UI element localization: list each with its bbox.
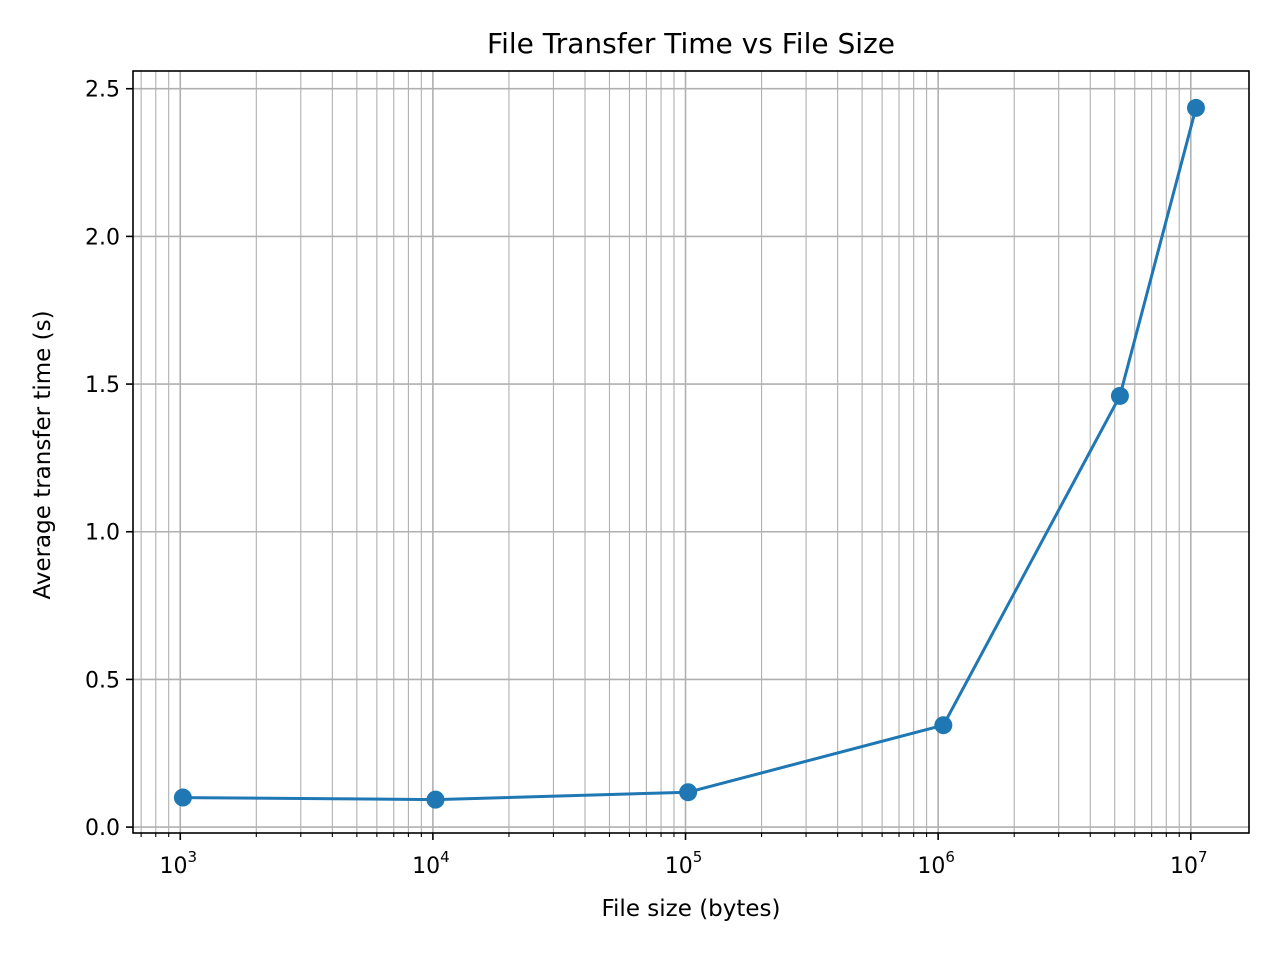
y-tick-label: 2.5 <box>85 78 120 103</box>
series-layer <box>173 98 1205 809</box>
x-tick-label: 105 <box>665 848 703 879</box>
y-tick-label: 1.5 <box>85 373 120 398</box>
y-tick-label: 0.5 <box>85 668 120 693</box>
data-point <box>426 790 445 809</box>
data-point <box>934 716 953 735</box>
y-tick-label: 0.0 <box>85 816 120 841</box>
x-tick-label: 103 <box>159 848 197 879</box>
chart-title: File Transfer Time vs File Size <box>487 27 895 60</box>
plot-frame <box>132 70 1250 834</box>
y-tick-label: 1.0 <box>85 521 120 546</box>
x-tick-label: 104 <box>412 848 450 879</box>
x-tick-label: 107 <box>1170 848 1208 879</box>
y-axis-label: Average transfer time (s) <box>30 310 56 599</box>
data-point <box>679 783 698 802</box>
data-point <box>1110 386 1129 405</box>
series-line <box>181 106 1198 802</box>
data-point <box>173 788 192 807</box>
x-axis-label: File size (bytes) <box>601 896 780 922</box>
y-tick-label: 2.0 <box>85 225 120 250</box>
ticks: 0.0 0.5 1.0 1.5 2.0 2.5 103 104 105 106 107 <box>85 78 1208 879</box>
data-point <box>1186 98 1205 117</box>
x-tick-label: 106 <box>917 848 955 879</box>
grid <box>133 71 1249 833</box>
